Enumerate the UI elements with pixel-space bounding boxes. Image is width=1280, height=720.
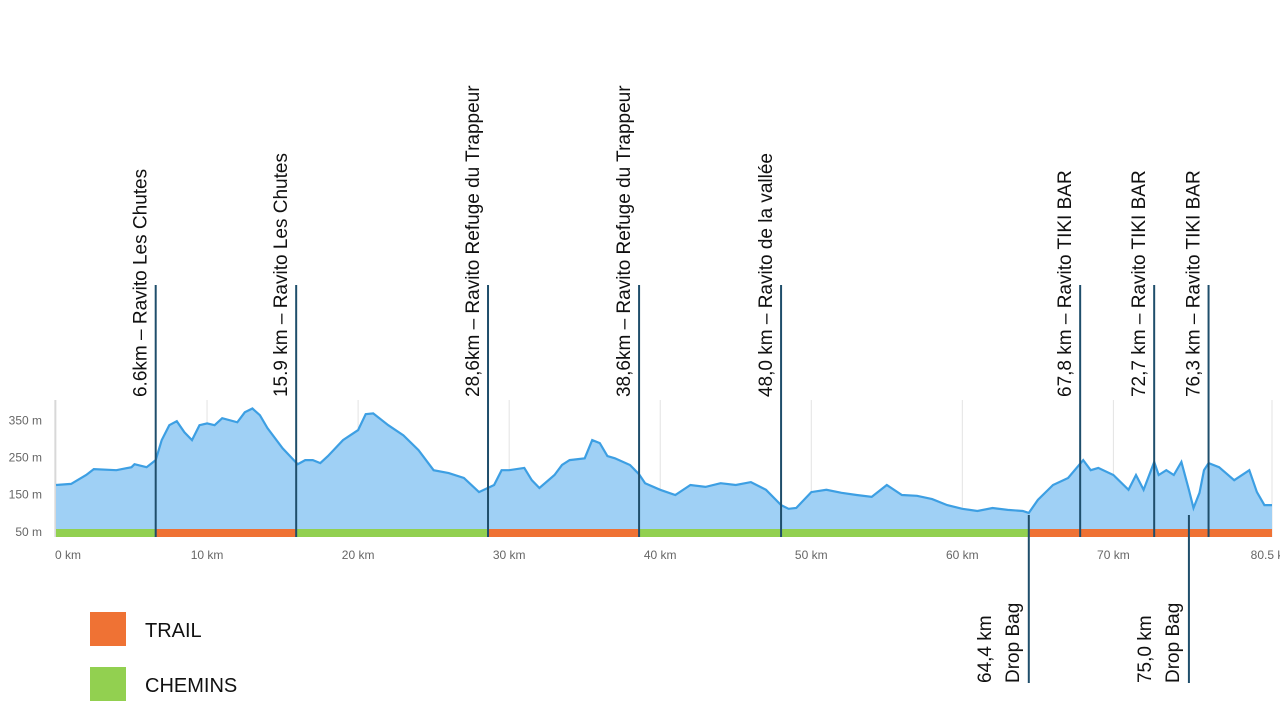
x-tick-label: 50 km bbox=[795, 548, 828, 562]
annotation-label: 15.9 km – Ravito Les Chutes bbox=[271, 153, 292, 397]
elevation-area bbox=[56, 408, 1272, 537]
annotation-label: Drop Bag bbox=[1003, 603, 1024, 683]
legend-swatch bbox=[90, 612, 126, 646]
annotation-label: 67,8 km – Ravito TIKI BAR bbox=[1055, 170, 1076, 397]
x-tick-label: 40 km bbox=[644, 548, 677, 562]
surface-segment bbox=[296, 529, 489, 537]
y-tick-label: 150 m bbox=[9, 488, 42, 502]
surface-segment bbox=[488, 529, 640, 537]
x-tick-label: 60 km bbox=[946, 548, 979, 562]
x-tick-label: 70 km bbox=[1097, 548, 1130, 562]
annotation-label: 6.6km – Ravito Les Chutes bbox=[131, 169, 152, 397]
y-tick-label: 50 m bbox=[15, 525, 42, 539]
annotation-label: 48,0 km – Ravito de la vallée bbox=[756, 153, 777, 397]
annotation-label: 38,6km – Ravito Refuge du Trappeur bbox=[614, 85, 635, 397]
y-tick-label: 350 m bbox=[9, 413, 42, 427]
annotation-label: 72,7 km – Ravito TIKI BAR bbox=[1129, 170, 1150, 397]
annotation-label: 75,0 km bbox=[1135, 615, 1156, 683]
x-tick-label: 80.5 km bbox=[1251, 548, 1280, 562]
x-tick-label: 30 km bbox=[493, 548, 526, 562]
legend-label: TRAIL bbox=[145, 620, 202, 642]
annotation-label: Drop Bag bbox=[1163, 603, 1184, 683]
y-tick-label: 250 m bbox=[9, 451, 42, 465]
surface-segment bbox=[639, 529, 1029, 537]
x-tick-label: 0 km bbox=[55, 548, 81, 562]
x-tick-label: 20 km bbox=[342, 548, 375, 562]
surface-segment bbox=[155, 529, 297, 537]
x-tick-label: 10 km bbox=[191, 548, 224, 562]
legend-swatch bbox=[90, 667, 126, 701]
annotation-label: 76,3 km – Ravito TIKI BAR bbox=[1184, 170, 1205, 397]
surface-segment bbox=[1028, 529, 1272, 537]
surface-segment bbox=[56, 529, 156, 537]
annotation-label: 64,4 km bbox=[975, 615, 996, 683]
annotation-label: 28,6km – Ravito Refuge du Trappeur bbox=[463, 85, 484, 397]
elevation-line bbox=[55, 407, 1272, 515]
legend-label: CHEMINS bbox=[145, 675, 237, 697]
